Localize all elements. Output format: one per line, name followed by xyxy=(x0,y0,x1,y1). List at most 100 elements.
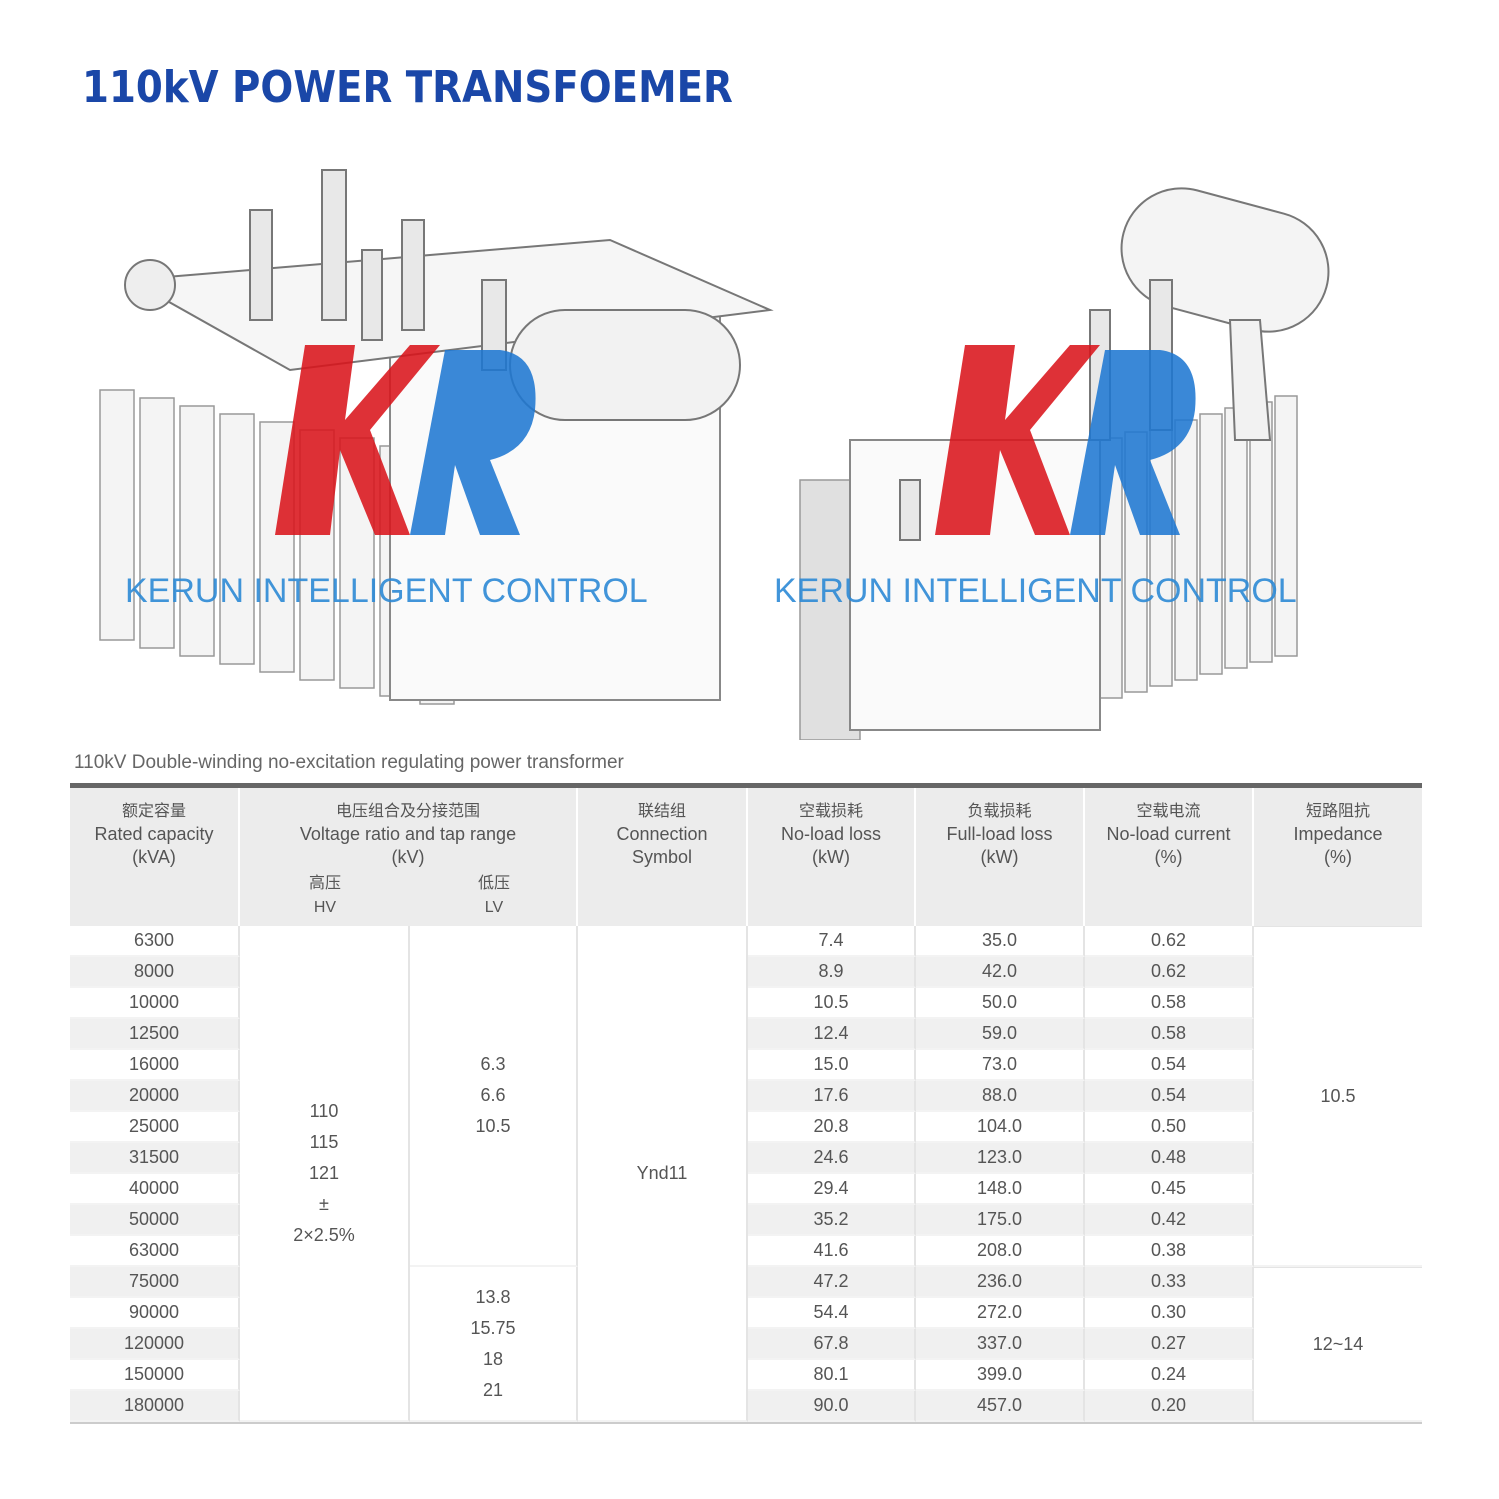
cell-noload-current: 0.62 xyxy=(1085,957,1254,988)
cell-fullload-loss: 208.0 xyxy=(916,1236,1085,1267)
radiator-fin xyxy=(1274,395,1298,657)
header-zh: 空载损耗 xyxy=(798,803,863,820)
cell-line: 18 xyxy=(482,1348,504,1369)
cell-line: 121 xyxy=(308,1162,340,1183)
caption: 110kV Double-winding no-excitation regul… xyxy=(74,752,624,773)
radiator-fin xyxy=(179,405,215,657)
cell-fullload-loss: 236.0 xyxy=(916,1267,1085,1298)
cell-noload-loss: 54.4 xyxy=(748,1298,916,1329)
cell-noload-current: 0.33 xyxy=(1085,1267,1254,1298)
header-noload-current: 空载电流 No-load current (%) xyxy=(1085,788,1254,926)
header-unit: (%) xyxy=(1324,847,1352,867)
cell-fullload-loss: 337.0 xyxy=(916,1329,1085,1360)
transformer-drawing-right xyxy=(799,187,1330,740)
cell-noload-loss: 20.8 xyxy=(748,1112,916,1143)
cell-hv: 110 115 121 ±2×2.5% xyxy=(240,926,410,1422)
kr-logo xyxy=(275,345,536,535)
radiator-fin xyxy=(1199,413,1223,675)
radiator-fin xyxy=(1174,419,1198,681)
cell-line: 115 xyxy=(309,1131,339,1152)
header-zh: 低压 xyxy=(477,875,510,892)
cell-noload-loss: 90.0 xyxy=(748,1391,916,1422)
cell-line: 13.8 xyxy=(475,1286,511,1307)
cell-capacity: 25000 xyxy=(70,1112,240,1143)
header-zh: 电压组合及分接范围 xyxy=(335,803,480,820)
header-hv: 高压 HV xyxy=(240,872,410,920)
cell-noload-current: 0.45 xyxy=(1085,1174,1254,1205)
cell-capacity: 40000 xyxy=(70,1174,240,1205)
cell-capacity: 120000 xyxy=(70,1329,240,1360)
cell-fullload-loss: 148.0 xyxy=(916,1174,1085,1205)
cell-line: 110 xyxy=(309,1100,339,1121)
cell-capacity: 31500 xyxy=(70,1143,240,1174)
watermark-text-right: KERUN INTELLIGENT CONTROL xyxy=(774,572,1297,610)
cell-noload-loss: 12.4 xyxy=(748,1019,916,1050)
watermark-text-left: KERUN INTELLIGENT CONTROL xyxy=(125,572,648,610)
radiator-fin xyxy=(139,397,175,649)
header-zh: 短路阻抗 xyxy=(1305,803,1370,820)
spec-table: 额定容量 Rated capacity (kVA) 电压组合及分接范围 Volt… xyxy=(70,783,1422,1424)
cell-line: 6.6 xyxy=(480,1085,506,1105)
cell-noload-loss: 29.4 xyxy=(748,1174,916,1205)
cell-capacity: 6300 xyxy=(70,926,240,957)
cell-capacity: 16000 xyxy=(70,1050,240,1081)
header-impedance: 短路阻抗 Impedance (%) xyxy=(1254,788,1422,926)
cell-noload-current: 0.38 xyxy=(1085,1236,1254,1267)
cell-capacity: 20000 xyxy=(70,1081,240,1112)
cell-noload-loss: 35.2 xyxy=(748,1205,916,1236)
header-zh: 空载电流 xyxy=(1136,803,1201,820)
cell-fullload-loss: 35.0 xyxy=(916,926,1085,957)
radiator-fin xyxy=(99,389,135,641)
header-en: Voltage ratio and tap range xyxy=(299,824,517,844)
header-voltage: 电压组合及分接范围 Voltage ratio and tap range (k… xyxy=(240,788,578,926)
cell-noload-current: 0.58 xyxy=(1085,988,1254,1019)
cell-noload-loss: 8.9 xyxy=(748,957,916,988)
cell-noload-current: 0.50 xyxy=(1085,1112,1254,1143)
header-noload-loss: 空载损耗 No-load loss (kW) xyxy=(748,788,916,926)
header-en: Rated capacity xyxy=(94,824,214,844)
cell-lv-group: 6.3 6.6 10.5 xyxy=(410,926,578,1267)
cell-capacity: 12500 xyxy=(70,1019,240,1050)
header-zh: 高压 xyxy=(308,875,341,892)
header-en: Connection xyxy=(616,824,708,844)
header-zh: 联结组 xyxy=(637,803,686,820)
cell-noload-loss: 47.2 xyxy=(748,1267,916,1298)
cell-noload-loss: 17.6 xyxy=(748,1081,916,1112)
cell-fullload-loss: 50.0 xyxy=(916,988,1085,1019)
header-capacity: 额定容量 Rated capacity (kVA) xyxy=(70,788,240,926)
cell-noload-loss: 67.8 xyxy=(748,1329,916,1360)
cell-line: 6.3 xyxy=(480,1054,506,1074)
header-zh: 额定容量 xyxy=(121,803,186,820)
cell-capacity: 75000 xyxy=(70,1267,240,1298)
cell-capacity: 150000 xyxy=(70,1360,240,1391)
kr-logo xyxy=(935,345,1196,535)
header-unit: (kV) xyxy=(391,847,425,867)
cell-noload-current: 0.42 xyxy=(1085,1205,1254,1236)
cell-fullload-loss: 399.0 xyxy=(916,1360,1085,1391)
header-en: No-load loss xyxy=(780,824,882,844)
cell-fullload-loss: 42.0 xyxy=(916,957,1085,988)
cell-noload-loss: 24.6 xyxy=(748,1143,916,1174)
cell-line: ± xyxy=(319,1193,329,1214)
header-unit: (kW) xyxy=(812,847,850,867)
cell-lv-group: 13.8 15.75 18 21 xyxy=(410,1267,578,1422)
header-unit: Symbol xyxy=(631,847,693,867)
cell-capacity: 180000 xyxy=(70,1391,240,1422)
cell-fullload-loss: 457.0 xyxy=(916,1391,1085,1422)
cell-fullload-loss: 123.0 xyxy=(916,1143,1085,1174)
header-en: No-load current xyxy=(1106,824,1231,844)
header-unit: (kVA) xyxy=(132,847,176,867)
cell-impedance: 12~14 xyxy=(1254,1267,1422,1422)
cell-noload-loss: 10.5 xyxy=(748,988,916,1019)
cell-noload-current: 0.20 xyxy=(1085,1391,1254,1422)
cell-fullload-loss: 175.0 xyxy=(916,1205,1085,1236)
cell-noload-loss: 7.4 xyxy=(748,926,916,957)
cell-fullload-loss: 272.0 xyxy=(916,1298,1085,1329)
cell-line: 21 xyxy=(482,1379,504,1400)
cell-noload-loss: 80.1 xyxy=(748,1360,916,1391)
cell-capacity: 10000 xyxy=(70,988,240,1019)
cell-fullload-loss: 104.0 xyxy=(916,1112,1085,1143)
header-en: LV xyxy=(484,899,504,916)
cell-line: 2×2.5% xyxy=(293,1224,355,1245)
cell-capacity: 63000 xyxy=(70,1236,240,1267)
